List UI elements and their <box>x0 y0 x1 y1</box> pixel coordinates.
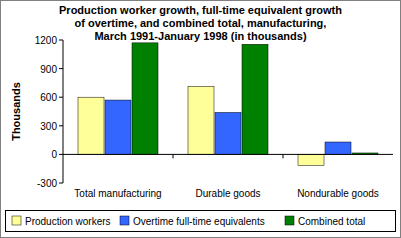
title: of overtime, and combined total, manufac… <box>75 17 327 29</box>
chart: Production worker growth, full-time equi… <box>0 0 401 238</box>
legend-box <box>6 211 396 232</box>
x-tick <box>283 154 284 158</box>
bar <box>78 97 104 154</box>
y-tick <box>59 68 63 69</box>
x-tick-label: Nondurable goods <box>297 188 379 199</box>
legend-swatch <box>285 216 294 225</box>
legend-swatch <box>120 216 129 225</box>
bar <box>215 112 241 154</box>
y-tick-label: 0 <box>51 149 57 160</box>
x-tick-label: Total manufacturing <box>74 188 161 199</box>
y-tick-label: 600 <box>40 92 57 103</box>
legend-label: Combined total <box>298 216 365 227</box>
y-tick <box>59 125 63 126</box>
legend-label: Production workers <box>25 216 111 227</box>
title: March 1991-January 1998 (in thousands) <box>94 30 306 42</box>
y-tick <box>59 154 63 155</box>
y-tick <box>59 40 63 41</box>
legend-swatch <box>12 216 21 225</box>
bar <box>242 44 268 154</box>
y-tick <box>59 183 63 184</box>
x-tick <box>173 154 174 158</box>
legend-label: Overtime full-time equivalents <box>133 216 265 227</box>
bar <box>105 100 131 154</box>
frame <box>1 1 401 238</box>
bar <box>325 142 351 154</box>
bar <box>298 154 324 165</box>
y-tick-label: 1200 <box>35 35 58 46</box>
y-tick-label: 900 <box>40 64 57 75</box>
bars <box>78 43 378 166</box>
title: Production worker growth, full-time equi… <box>59 4 342 16</box>
y-axis <box>63 40 64 183</box>
y-tick-label: -300 <box>37 178 57 189</box>
x-axis <box>63 154 393 155</box>
bar <box>188 86 214 154</box>
y-tick <box>59 97 63 98</box>
y-tick-label: 300 <box>40 121 57 132</box>
y-axis-label: Thousands <box>10 82 22 141</box>
x-tick-label: Durable goods <box>195 188 260 199</box>
bar <box>132 43 158 155</box>
